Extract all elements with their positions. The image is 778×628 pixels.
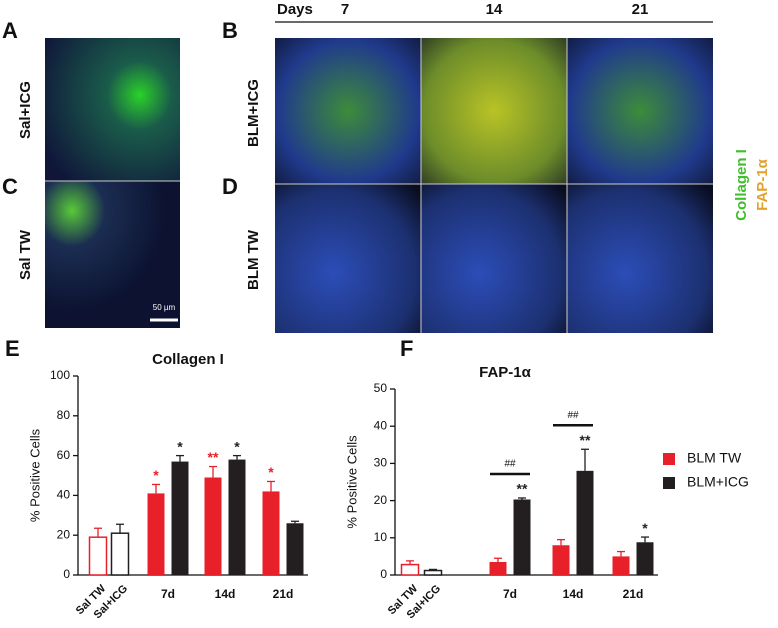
image	[421, 38, 567, 184]
row-label: BLM+ICG	[245, 79, 262, 147]
y-tick-label: 40	[57, 488, 71, 502]
bar	[286, 523, 304, 575]
bar	[576, 470, 594, 575]
x-tick-label: 7d	[161, 587, 175, 601]
y-tick-label: 50	[374, 381, 388, 395]
y-tick-label: 0	[63, 567, 70, 581]
row-label: Sal TW	[17, 229, 34, 280]
stain-label: FAP-1α	[754, 158, 771, 211]
scale-label: 50 µm	[153, 303, 176, 312]
bar	[489, 561, 507, 575]
significance: *	[177, 438, 183, 454]
y-tick-label: 20	[57, 527, 71, 541]
legend-swatch	[663, 477, 675, 489]
row-label: BLM TW	[245, 229, 262, 290]
y-tick-label: 30	[374, 456, 388, 470]
y-tick-label: 40	[374, 418, 388, 432]
y-tick-label: 80	[57, 408, 71, 422]
panel-label: E	[5, 336, 20, 361]
legend-swatch	[663, 453, 675, 465]
y-axis-label: % Positive Cells	[27, 428, 42, 522]
y-tick-label: 20	[374, 493, 388, 507]
bar	[612, 556, 630, 575]
day-label: 14	[486, 1, 503, 18]
y-axis-label: % Positive Cells	[344, 435, 359, 529]
image	[45, 38, 180, 181]
bar	[147, 493, 165, 575]
y-tick-label: 0	[380, 567, 387, 581]
image	[275, 38, 421, 184]
panel-label: C	[2, 174, 18, 199]
image	[567, 38, 713, 184]
x-tick-label: 21d	[273, 587, 294, 601]
bar	[262, 491, 280, 575]
significance: **	[517, 481, 528, 497]
significance: *	[234, 438, 240, 454]
x-tick-label: 7d	[503, 587, 517, 601]
bar	[636, 542, 654, 575]
y-tick-label: 60	[57, 448, 71, 462]
bar	[513, 499, 531, 575]
control-bar	[423, 569, 443, 576]
bar	[552, 545, 570, 575]
significance: *	[153, 467, 159, 483]
bar	[204, 477, 222, 575]
day-label: 21	[632, 1, 649, 18]
significance: **	[580, 432, 591, 448]
chart-title: FAP-1α	[479, 364, 532, 381]
panel-label: D	[222, 174, 238, 199]
significance: *	[268, 464, 274, 480]
y-tick-label: 100	[50, 368, 70, 382]
bracket-label: ##	[567, 410, 579, 421]
days-title: Days	[277, 1, 313, 18]
control-bar	[400, 563, 420, 576]
significance: **	[208, 449, 219, 465]
panel-label: F	[400, 336, 413, 361]
bar	[171, 461, 189, 575]
row-label: Sal+ICG	[17, 81, 34, 139]
image	[45, 181, 180, 328]
x-tick-label: 14d	[563, 587, 584, 601]
panel-label: A	[2, 18, 18, 43]
control-bar	[110, 532, 130, 576]
image	[421, 184, 567, 333]
x-tick-label: 14d	[215, 587, 236, 601]
day-label: 7	[341, 1, 349, 18]
legend-label: BLM+ICG	[687, 474, 749, 490]
chart-title: Collagen I	[152, 351, 224, 368]
stain-label: Collagen I	[733, 149, 750, 221]
y-tick-label: 10	[374, 530, 388, 544]
image	[275, 184, 421, 333]
control-bar	[88, 536, 108, 576]
bar	[228, 459, 246, 575]
legend-label: BLM TW	[687, 450, 742, 466]
panel-label: B	[222, 18, 238, 43]
image	[567, 184, 713, 333]
significance: *	[642, 520, 648, 536]
micrographs: 50 µm	[45, 38, 713, 333]
x-tick-label: 21d	[623, 587, 644, 601]
bracket-label: ##	[504, 459, 516, 470]
